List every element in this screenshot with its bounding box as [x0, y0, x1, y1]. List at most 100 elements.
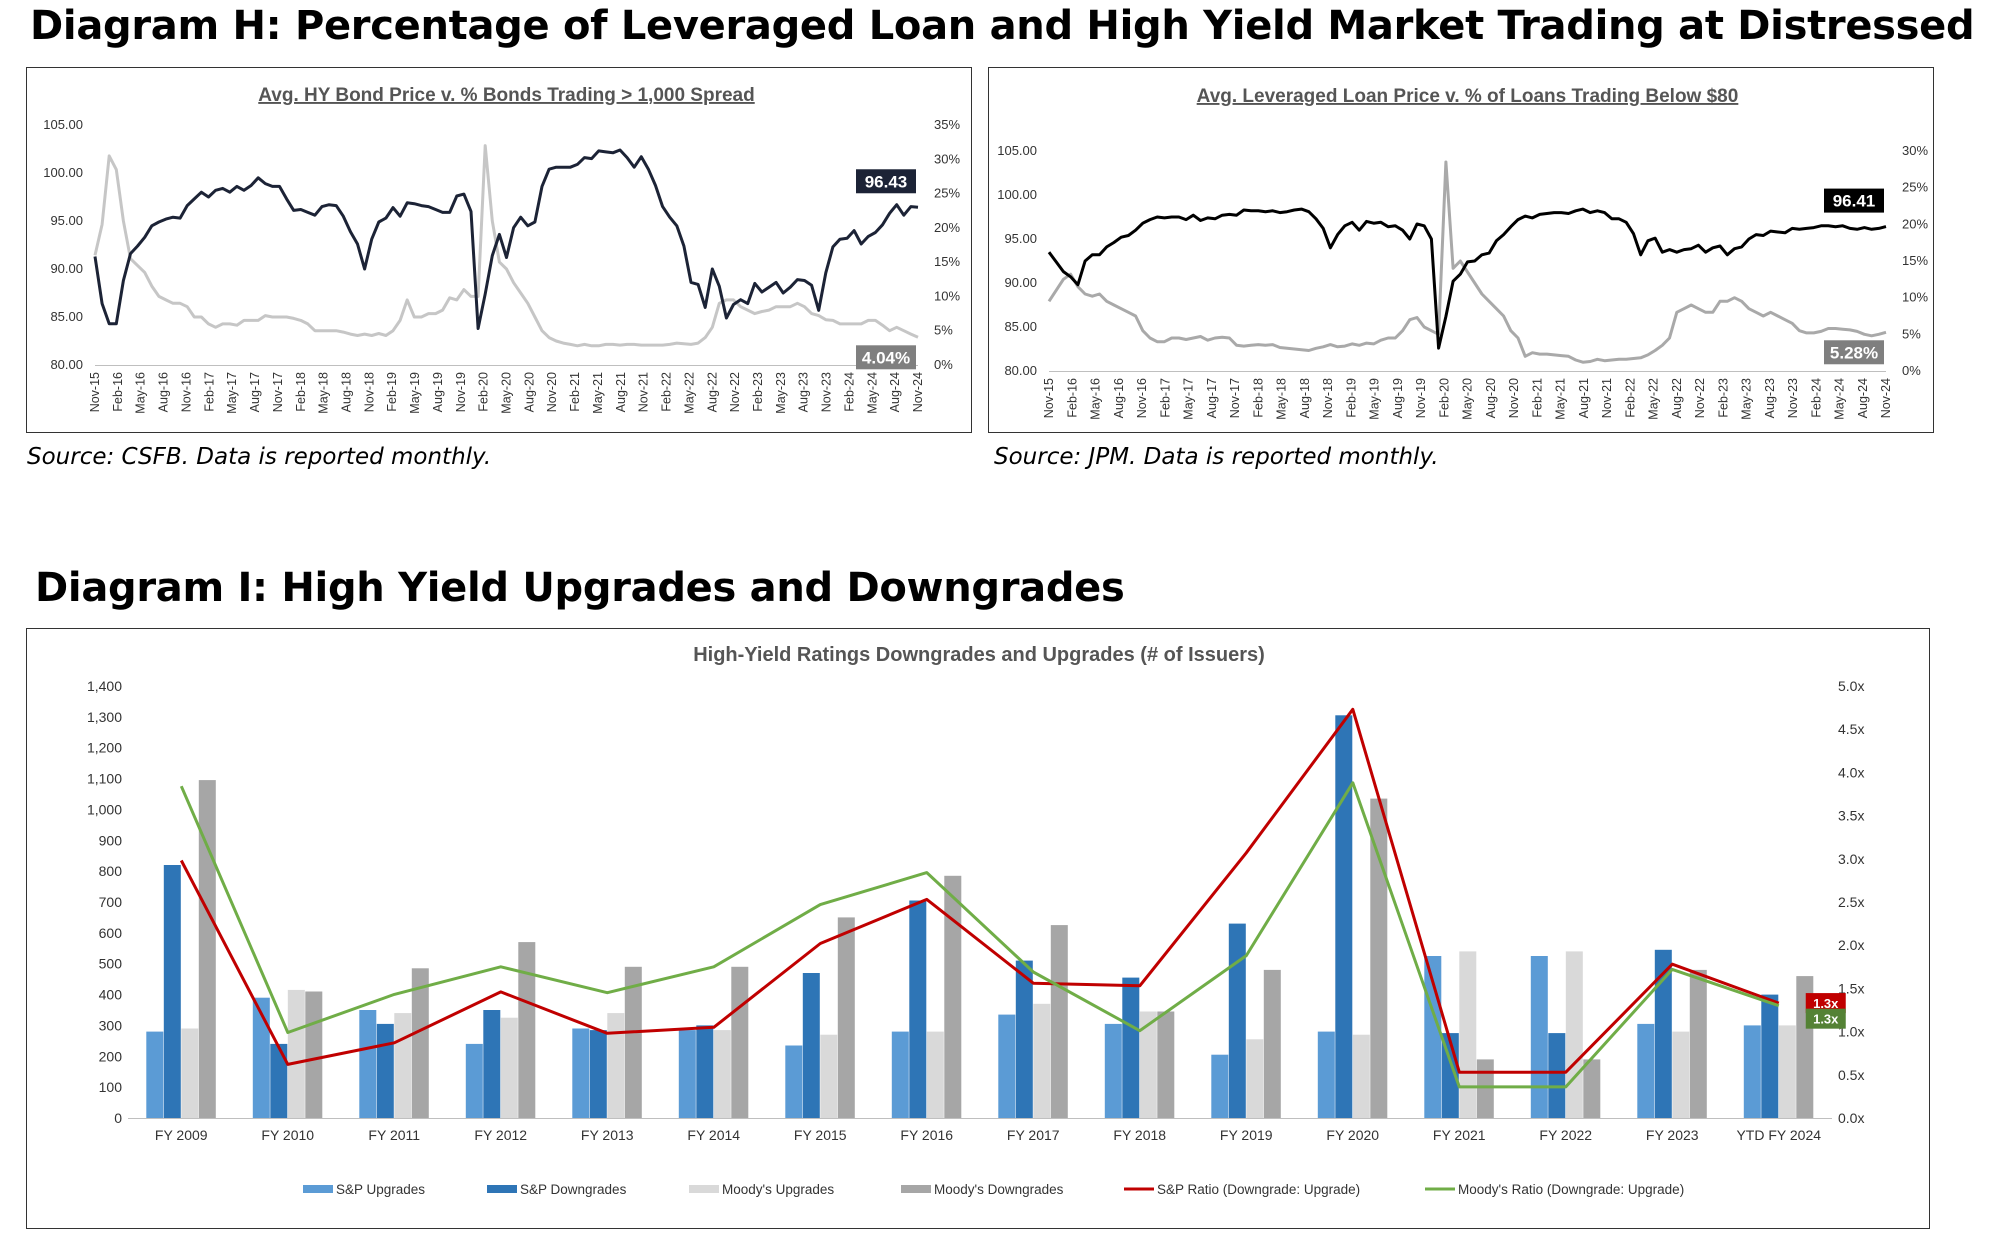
loan-x-tick: May-20: [1461, 378, 1475, 420]
loan-x-tick: Nov-20: [1507, 378, 1521, 418]
loan-x-tick: Aug-23: [1763, 378, 1777, 418]
hy-y-right-tick: 25%: [934, 186, 960, 201]
hy-x-tick: Aug-17: [248, 372, 262, 412]
ratings-bar: [1778, 1025, 1796, 1118]
hy-x-tick: Feb-20: [477, 372, 491, 412]
ratings-bar: [944, 875, 962, 1118]
loan-x-tick: Feb-19: [1344, 378, 1358, 418]
loan-y-right-tick: 5%: [1902, 326, 1921, 341]
ratings-bar: [270, 1043, 288, 1118]
loan-x-tick: Feb-21: [1530, 378, 1544, 418]
ratings-bar: [1335, 715, 1353, 1118]
ratings-bar: [1352, 1034, 1370, 1118]
ratings-legend-label: S&P Downgrades: [520, 1182, 627, 1197]
ratings-bar: [998, 1014, 1016, 1118]
ratings-y-right-tick: 5.0x: [1838, 678, 1864, 694]
lev-loan-chart-panel: Avg. Leveraged Loan Price v. % of Loans …: [988, 67, 1934, 433]
loan-x-tick: Feb-17: [1158, 378, 1172, 418]
ratings-bar: [820, 1034, 838, 1118]
ratings-legend-label: S&P Ratio (Downgrade: Upgrade): [1157, 1182, 1360, 1197]
ratings-y-left-tick: 600: [99, 925, 123, 941]
sp-ratio-callout-label: 1.3x: [1813, 996, 1839, 1011]
ratings-bar: [163, 865, 181, 1118]
ratings-category-label: FY 2009: [155, 1127, 208, 1143]
ratings-bar: [1228, 923, 1246, 1118]
loan-x-tick: Nov-16: [1135, 378, 1149, 418]
loan-x-tick: Aug-21: [1577, 378, 1591, 418]
ratings-y-right-tick: 1.5x: [1838, 980, 1864, 996]
ratings-bar: [1033, 1003, 1051, 1118]
ratings-y-right-tick: 4.0x: [1838, 764, 1864, 780]
ratings-category-label: FY 2011: [368, 1127, 420, 1143]
hy-y-right-tick: 20%: [934, 220, 960, 235]
loan-x-tick: Nov-23: [1786, 378, 1800, 418]
hy-pct-callout-label: 4.04%: [862, 348, 910, 367]
ratings-bar: [1211, 1054, 1229, 1118]
hy-x-tick: Aug-24: [888, 372, 902, 412]
lev-loan-price-chart: Avg. Leveraged Loan Price v. % of Loans …: [997, 86, 1928, 420]
ratings-bar: [572, 1028, 590, 1118]
ratings-bar: [1157, 1011, 1175, 1118]
loan-x-tick: Feb-20: [1437, 378, 1451, 418]
ratings-category-label: FY 2016: [900, 1127, 953, 1143]
loan-x-tick: Feb-22: [1623, 378, 1637, 418]
loan-x-tick: May-16: [1089, 378, 1103, 420]
diagram-h-title: Diagram H: Percentage of Leveraged Loan …: [30, 3, 1975, 49]
hy-x-tick: Nov-18: [362, 372, 376, 412]
ratings-y-left-tick: 300: [99, 1017, 123, 1033]
loan-x-tick: Feb-23: [1716, 378, 1730, 418]
ratings-y-right-tick: 2.5x: [1838, 894, 1864, 910]
ratings-y-left-tick: 0: [114, 1110, 122, 1126]
ratings-bar: [1122, 977, 1140, 1118]
loan-y-left-tick: 95.00: [1004, 231, 1037, 246]
hy-x-tick: Feb-18: [294, 372, 308, 412]
ratings-bar: [376, 1023, 394, 1118]
ratings-bar: [252, 997, 270, 1118]
ratings-bar: [1637, 1023, 1655, 1118]
ratings-bar: [731, 966, 749, 1118]
ratings-bar: [1548, 1033, 1566, 1118]
ratings-y-right-tick: 4.5x: [1838, 721, 1864, 737]
hy-y-left-tick: 80.00: [50, 357, 83, 372]
ratings-category-label: FY 2020: [1326, 1127, 1379, 1143]
loan-y-left-tick: 85.00: [1004, 319, 1037, 334]
ratings-legend-swatch: [303, 1185, 333, 1193]
loan-x-tick: Aug-22: [1670, 378, 1684, 418]
ratings-bar: [624, 966, 642, 1118]
hy-y-right-tick: 0%: [934, 357, 953, 372]
ratings-bar: [785, 1045, 803, 1118]
ratings-legend-label: S&P Upgrades: [336, 1182, 425, 1197]
sp-ratio-callout-box: [1805, 993, 1846, 1014]
hy-x-tick: May-17: [225, 372, 239, 414]
hy-y-right-tick: 15%: [934, 254, 960, 269]
hy-x-tick: May-18: [317, 372, 331, 414]
ratings-y-left-tick: 400: [99, 987, 123, 1003]
hy-x-tick: Aug-21: [614, 372, 628, 412]
hy-x-tick: Aug-23: [797, 372, 811, 412]
hy-avg-price-line: [93, 148, 919, 330]
ratings-category-label: FY 2014: [687, 1127, 740, 1143]
loan-avg-price-line: [1047, 207, 1887, 350]
ratings-bar: [1530, 956, 1548, 1118]
ratings-bar: [1476, 1059, 1494, 1118]
ratings-bar: [465, 1043, 483, 1118]
hy-y-left-tick: 90.00: [50, 261, 83, 276]
ratings-category-label: FY 2018: [1113, 1127, 1166, 1143]
ratings-y-right-tick: 0.5x: [1838, 1067, 1864, 1083]
ratings-bar: [1317, 1031, 1335, 1118]
loan-pct-callout-box: [1824, 340, 1884, 365]
hy-y-left-tick: 85.00: [50, 309, 83, 324]
hy-pct-distressed-line: [93, 144, 919, 348]
hy-x-tick: Aug-20: [522, 372, 536, 412]
hy-x-tick: Feb-23: [751, 372, 765, 412]
loan-x-tick: Feb-16: [1065, 378, 1079, 418]
loan-price-callout-label: 96.41: [1833, 192, 1876, 211]
hy-x-tick: Aug-22: [705, 372, 719, 412]
hy-x-tick: Nov-20: [545, 372, 559, 412]
ratings-bar: [287, 989, 305, 1118]
hy-x-tick: Nov-17: [271, 372, 285, 412]
ratings-y-right-tick: 3.0x: [1838, 851, 1864, 867]
loan-y-right-tick: 25%: [1902, 180, 1928, 195]
hy-x-tick: Nov-16: [179, 372, 193, 412]
loan-x-tick: Nov-17: [1228, 378, 1242, 418]
